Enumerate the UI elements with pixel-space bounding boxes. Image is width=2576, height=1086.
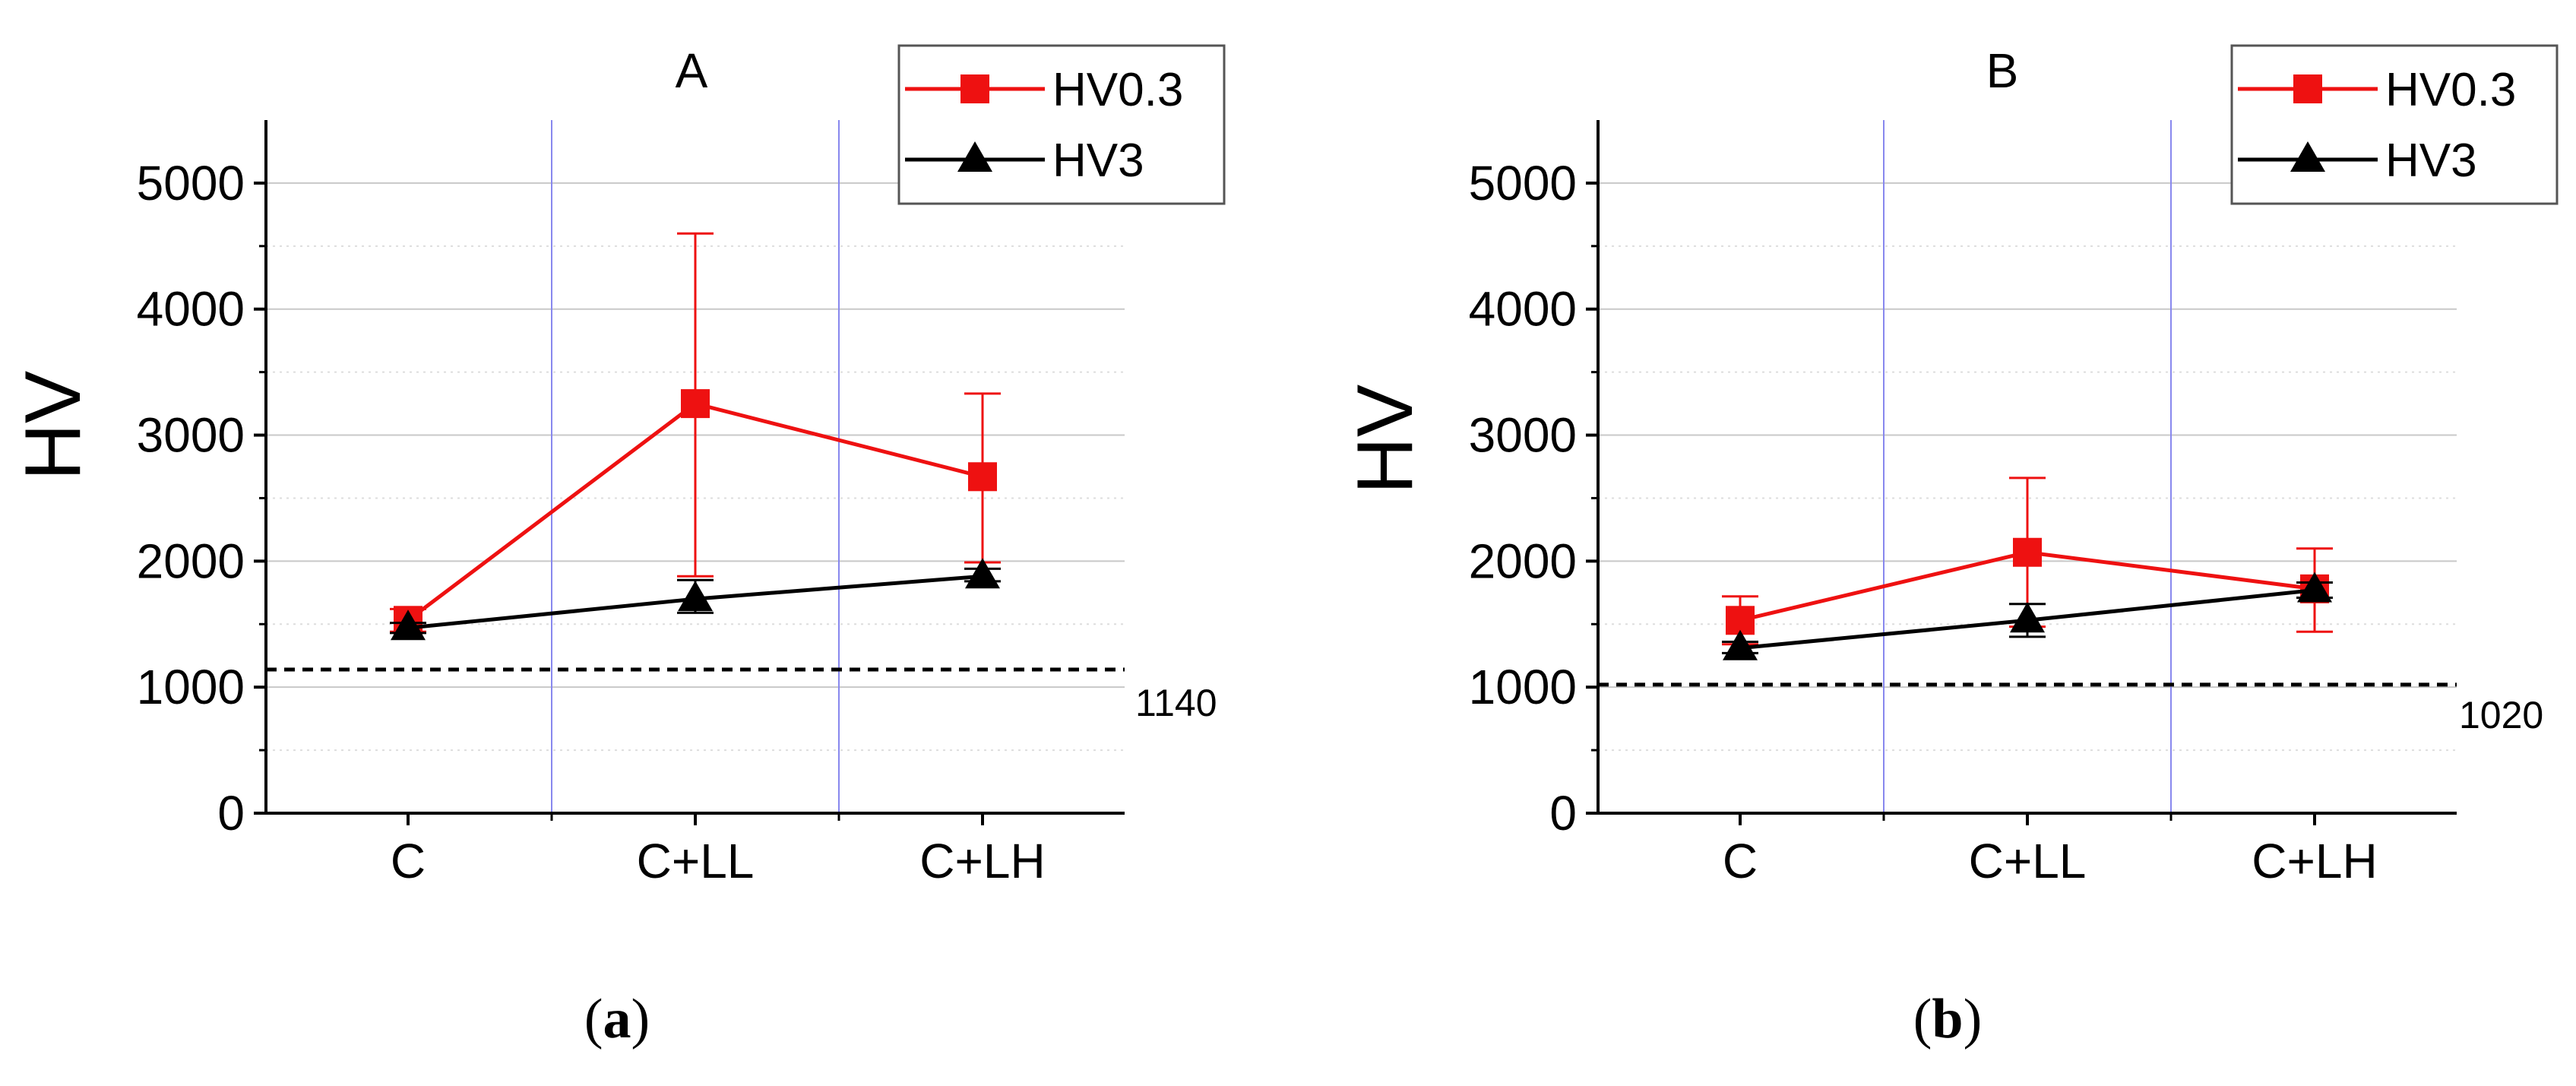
legend-marker-triangle <box>957 141 992 172</box>
y-tick-label: 0 <box>1549 786 1577 841</box>
series-HV3 <box>1722 571 2333 660</box>
data-point-triangle <box>965 558 1000 589</box>
threshold-label: 1020 <box>2459 694 2543 736</box>
panel-A: 1140 0 1000 2000 3000 4000 5000 C C+LL C+LH A HV (a)… <box>9 43 1226 1050</box>
y-tick-label: 1000 <box>137 660 245 714</box>
series-HV0.3 <box>390 232 1001 635</box>
caption-letter: b <box>1932 988 1963 1050</box>
x-tick-label: C+LL <box>1969 834 2087 888</box>
y-axis-label: HV <box>9 371 97 480</box>
y-tick-label: 0 <box>217 786 245 841</box>
x-tick-label: C+LH <box>919 834 1045 888</box>
data-point-triangle <box>391 609 426 641</box>
legend-label: HV0.3 <box>2385 64 2516 116</box>
data-point-square <box>681 389 710 419</box>
panel-B: 1020 0 1000 2000 3000 4000 5000 C C+LL C+LH B HV (b)… <box>1341 43 2559 1050</box>
y-tick-label: 1000 <box>1469 660 1577 714</box>
data-point-square <box>2013 537 2042 567</box>
panel-title: B <box>1986 43 2019 98</box>
panel-caption: (a) <box>584 988 650 1050</box>
legend-label: HV3 <box>2385 135 2477 187</box>
y-tick-label: 2000 <box>137 534 245 588</box>
data-point-triangle <box>2297 571 2332 603</box>
panel-title: A <box>676 43 708 98</box>
legend-marker-triangle <box>2290 141 2325 172</box>
legend-box <box>2230 44 2559 205</box>
legend: HV0.3 HV3 <box>897 44 1226 205</box>
panel-caption: (b) <box>1913 988 1982 1050</box>
data-point-triangle <box>2010 602 2045 633</box>
threshold-label: 1140 <box>1135 682 1217 724</box>
legend: HV0.3 HV3 <box>2230 44 2559 205</box>
legend-label: HV0.3 <box>1052 64 1183 116</box>
y-tick-label: 3000 <box>137 408 245 463</box>
caption-letter: a <box>603 988 631 1050</box>
y-tick-label: 5000 <box>137 156 245 211</box>
caption-close: ) <box>1964 988 1983 1050</box>
caption-open: ( <box>1913 988 1932 1050</box>
y-tick-label: 4000 <box>137 282 245 337</box>
y-tick-label: 4000 <box>1469 282 1577 337</box>
legend-label: HV3 <box>1052 135 1144 187</box>
y-axis-label: HV <box>1341 385 1429 494</box>
y-tick-label: 5000 <box>1469 156 1577 211</box>
data-point-triangle <box>678 581 713 612</box>
data-point-square <box>968 462 997 492</box>
y-tick-label: 3000 <box>1469 408 1577 463</box>
series-HV3 <box>390 558 1001 641</box>
x-tick-label: C+LL <box>637 834 755 888</box>
y-tick-label: 2000 <box>1469 534 1577 588</box>
data-point-triangle <box>1723 629 1758 660</box>
caption-close: ) <box>631 988 650 1050</box>
legend-marker-square <box>960 74 989 103</box>
legend-marker-square <box>2293 74 2322 103</box>
x-tick-label: C+LH <box>2252 834 2377 888</box>
x-tick-label: C <box>1723 834 1758 888</box>
x-tick-label: C <box>391 834 426 888</box>
caption-open: ( <box>584 988 603 1050</box>
legend-box <box>897 44 1226 205</box>
